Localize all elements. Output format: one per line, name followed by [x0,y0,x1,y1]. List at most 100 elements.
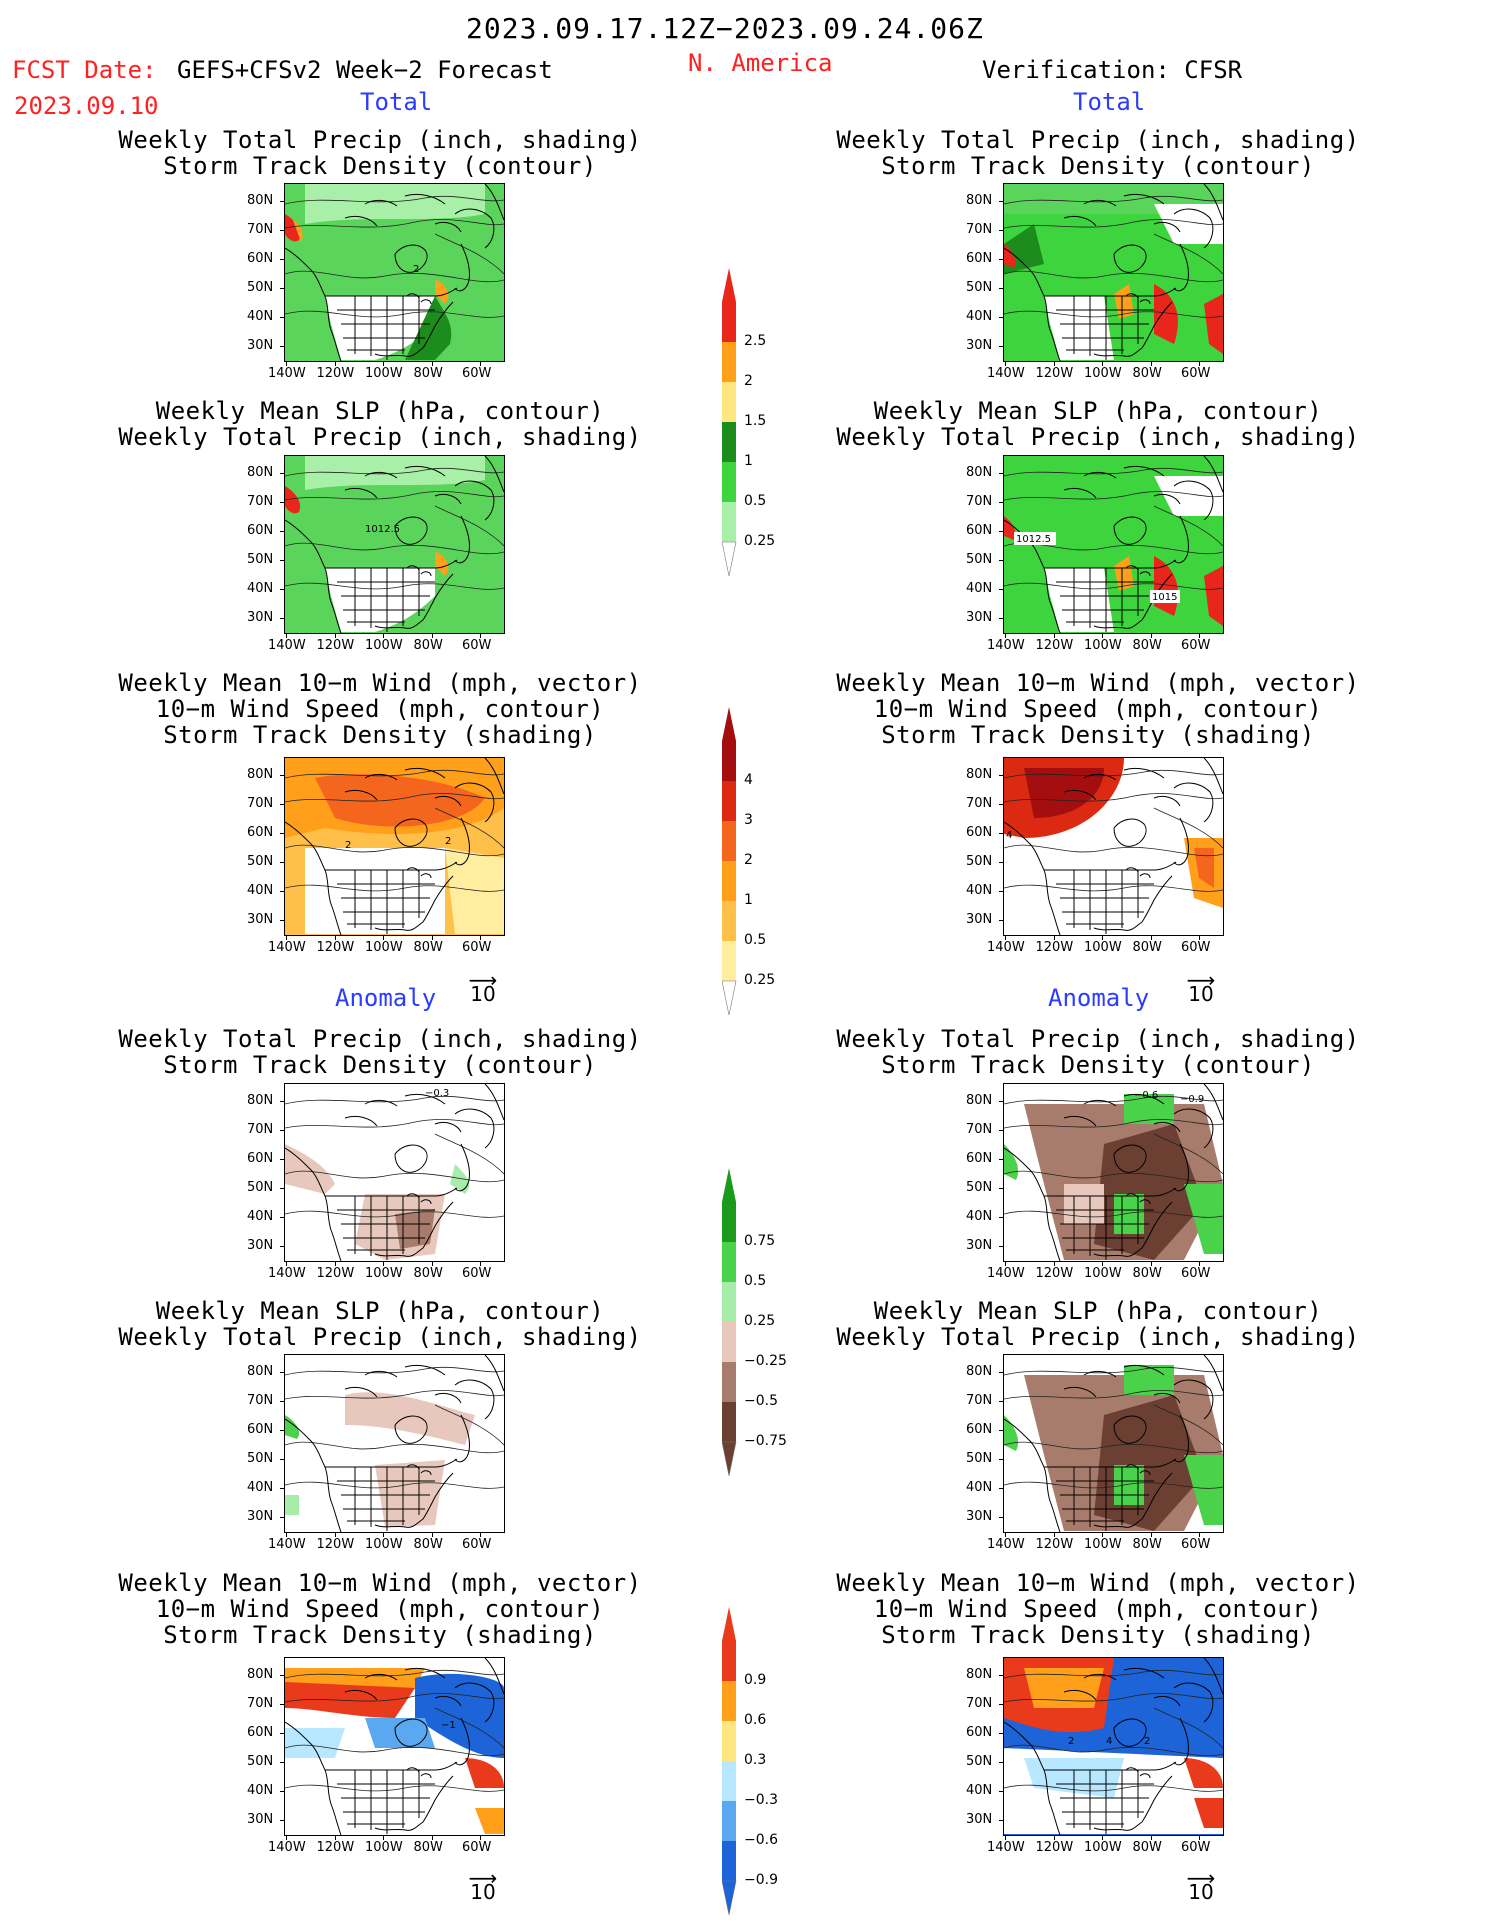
panel-title-line: Storm Track Density (shading) [163,1621,597,1649]
panel-title-obs-wind-anom: Weekly Mean 10−m Wind (mph, vector) 10−m… [818,1570,1378,1648]
lat-tick-label: 70N [966,494,993,509]
lon-tick-label: 60W [1181,940,1211,955]
colorbar-segment [722,302,736,342]
lon-tick-mark [431,1532,433,1537]
lon-tick-mark [334,935,336,940]
lat-tick-label: 70N [966,796,993,811]
lon-tick-label: 120W [1035,1840,1074,1855]
lon-tick-label: 120W [316,1537,355,1552]
colorbar-tick-label: −0.9 [744,1872,778,1888]
colorbar-segment [722,1841,736,1881]
lat-tick-mark [999,1704,1004,1705]
lat-tick-label: 70N [966,1393,993,1408]
lat-tick-label: 70N [247,1393,274,1408]
lat-tick-mark [280,589,285,590]
lat-tick-mark [999,1101,1004,1102]
colorbar-storm-total: 4 3 2 1 0.5 0.25 [722,707,782,1015]
lon-tick-label: 140W [268,366,306,381]
panel-title-line: Weekly Mean SLP (hPa, contour) [873,397,1323,425]
contour-label: 2 [1068,1736,1074,1747]
lon-tick-mark [480,361,481,366]
lat-tick-label: 30N [247,610,274,625]
lat-tick-label: 60N [247,825,274,840]
lat-tick-mark [999,775,1004,776]
lon-tick-mark [1005,1835,1006,1840]
lon-tick-label: 140W [987,1266,1025,1281]
map-obs-slp-total: 1012.5 1015 [1003,455,1224,634]
lat-tick-mark [280,1733,285,1734]
lat-tick-mark [280,1517,285,1518]
lon-tick-label: 60W [1181,1840,1211,1855]
colorbar-tick-label: 2 [744,852,753,868]
panel-title-fc-precip-anom: Weekly Total Precip (inch, shading) Stor… [100,1026,660,1078]
lat-tick-mark [280,1704,285,1705]
colorbar-segment [722,901,736,941]
lon-tick-mark [1005,361,1006,366]
panel-title-line: Weekly Total Precip (inch, shading) [836,423,1360,451]
lon-tick-label: 60W [462,638,492,653]
lat-tick-mark [280,1791,285,1792]
lon-tick-label: 80W [413,1840,443,1855]
contour-label: 2 [413,264,419,275]
lat-tick-mark [999,804,1004,805]
lon-tick-mark [1150,633,1152,638]
lat-tick-mark [280,317,285,318]
lon-tick-label: 140W [268,638,306,653]
colorbar-bottom-triangle [722,541,737,576]
colorbar-tick-label: 0.25 [744,533,776,549]
lat-tick-label: 50N [966,1754,993,1769]
lon-tick-mark [286,1835,287,1840]
lon-tick-label: 60W [462,940,492,955]
vector-reference-label: 10 [470,982,496,1006]
lon-tick-mark [334,1532,336,1537]
colorbar-top-triangle [722,1168,736,1202]
colorbar-segment [722,821,736,861]
lon-tick-label: 100W [365,1840,403,1855]
lat-tick-label: 70N [966,222,993,237]
lat-tick-mark [999,589,1004,590]
colorbar-tick-label: 0.25 [744,1313,776,1329]
section-total-right: Total [1073,88,1146,116]
colorbar-segment [722,941,736,981]
lon-tick-mark [1102,1532,1103,1537]
lat-tick-mark [280,1401,285,1402]
panel-title-fc-wind-total: Weekly Mean 10−m Wind (mph, vector) 10−m… [100,670,660,748]
lat-tick-mark [999,230,1004,231]
map-fc-wind-total: 2 2 [284,757,505,936]
lat-tick-mark [280,346,285,347]
lon-tick-mark [1005,633,1006,638]
lat-tick-mark [999,1217,1004,1218]
lon-tick-mark [383,361,384,366]
colorbar-bottom-triangle [722,1880,737,1915]
lat-tick-mark [280,862,285,863]
lon-tick-mark [431,361,433,366]
lon-tick-label: 120W [1035,1266,1074,1281]
contour-label: −0.6 [1134,1090,1158,1101]
lon-tick-label: 120W [1035,638,1074,653]
lon-tick-mark [1199,1532,1200,1537]
fcst-date-label: FCST Date: [12,56,157,84]
lat-tick-label: 30N [247,1509,274,1524]
region-label: N. America [688,49,833,77]
lat-tick-label: 80N [966,767,993,782]
lat-tick-label: 40N [966,1783,993,1798]
contour-label: 4 [1106,1736,1112,1747]
lat-tick-mark [280,473,285,474]
colorbar-segment [722,1362,736,1402]
map-fc-wind-anom: −1 [284,1657,505,1836]
lat-tick-mark [280,1488,285,1489]
lon-tick-label: 100W [1084,1537,1122,1552]
vector-reference-fc-total: ⟶ 10 [465,968,501,1006]
colorbar-segment [722,1322,736,1362]
colorbar-tick-label: 0.5 [744,932,767,948]
panel-title-fc-precip-total: Weekly Total Precip (inch, shading) Stor… [100,127,660,179]
panel-title-line: 10−m Wind Speed (mph, contour) [155,1595,605,1623]
lat-tick-mark [280,1675,285,1676]
colorbar-tick-label: 2 [744,373,753,389]
lat-tick-mark [999,560,1004,561]
lat-tick-mark [999,259,1004,260]
lon-tick-label: 60W [462,1840,492,1855]
lon-tick-mark [1150,361,1152,366]
lat-tick-label: 50N [966,552,993,567]
lon-tick-label: 60W [462,1537,492,1552]
